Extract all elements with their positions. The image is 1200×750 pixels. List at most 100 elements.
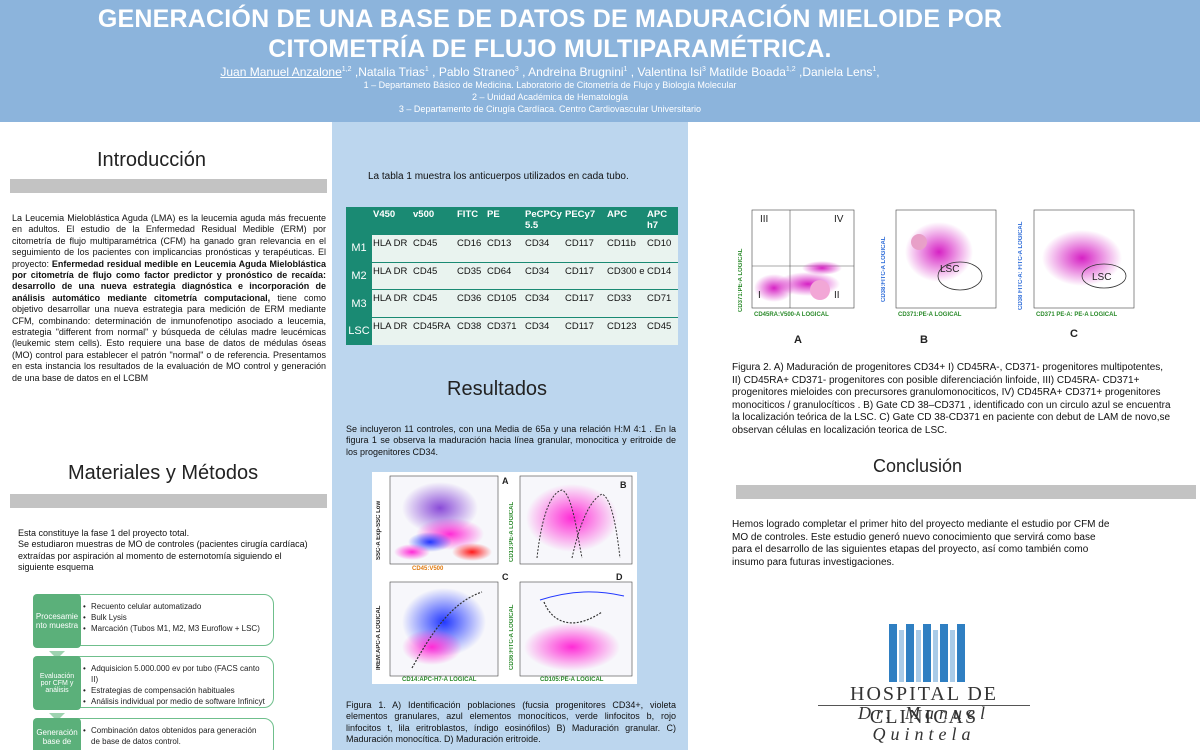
quadrant-label: II — [834, 290, 840, 301]
table-cell: CD45 — [412, 289, 456, 318]
table-row: M3 HLA DR CD45 CD36 CD105 CD34 CD117 CD3… — [346, 289, 678, 318]
author-affiliation-mark: 1 — [623, 66, 628, 73]
affiliation-2: 2 – Unidad Académica de Hematología — [471, 92, 629, 102]
logo-column-shape — [950, 630, 955, 682]
table-cell: CD34 — [524, 316, 564, 345]
fig2-panel-c-plot — [1033, 209, 1135, 309]
down-arrow-icon — [49, 713, 65, 721]
fig2-c-y-axis-label: CD38 FITC-A: FITC-A LOGICAL — [1018, 221, 1024, 310]
table-header-cell: APC — [607, 209, 628, 220]
table-cell: HLA DR — [372, 234, 412, 263]
table-cell: CD64 — [486, 261, 524, 290]
logo-column-shape — [889, 624, 897, 682]
fig1-panel-b-label: B — [620, 480, 627, 490]
table-row-label: M2 — [346, 261, 372, 290]
flow-step-1-label: Procesamie nto muestra — [33, 594, 81, 648]
table-cell: CD300 e — [606, 261, 646, 290]
affiliation-1: 1 – Departameto Básico de Medicina. Labo… — [363, 80, 737, 90]
logo-column-shape — [957, 624, 965, 682]
table-cell: CD11b — [606, 234, 646, 263]
author-name: , Andreina Brugnini — [522, 65, 624, 79]
author-affiliation-mark: 1,2 — [785, 66, 796, 73]
poster-title-line-1: GENERACIÓN DE UNA BASE DE DATOS DE MADUR… — [97, 5, 1003, 33]
table-cell: CD14 — [646, 261, 678, 290]
author-affiliation-mark: 1,2 — [341, 66, 352, 73]
project-title-bold: Enfermedad residual medible en Leucemia … — [12, 258, 326, 303]
fig1-panel-a-plot — [389, 475, 499, 565]
flow-step-3-label: Generación base de — [33, 718, 81, 750]
table-row-label: M3 — [346, 289, 372, 318]
tabla-caption: La tabla 1 muestra los anticuerpos utili… — [368, 171, 629, 182]
flow-step-1-box: Recuento celular automatizado Bulk Lysis… — [48, 594, 274, 646]
hospital-subtitle: Dr. Manuel Quintela — [858, 703, 990, 744]
fig1-a-y-axis-label: SSC-A Exp-SSC Low — [376, 500, 382, 560]
table-header-cell — [346, 207, 372, 235]
fig1-panel-a-label: A — [502, 476, 509, 486]
author-affiliation-mark: 1 — [872, 66, 877, 73]
flow-step-item: Recuento celular automatizado — [83, 601, 265, 612]
materiales-text: Esta constituye la fase 1 del proyecto t… — [18, 528, 308, 573]
lsc-label: LSC — [940, 264, 960, 275]
conclusion-text: Hemos logrado completar el primer hito d… — [732, 519, 1110, 568]
table-cell: CD35 — [456, 261, 486, 290]
fig1-d-x-axis-label: CD105:PE-A LOGICAL — [540, 677, 604, 683]
table-cell: CD45 — [412, 234, 456, 263]
table-cell: CD33 — [606, 289, 646, 318]
section-divider — [10, 179, 327, 193]
table-cell: CD117 — [564, 261, 606, 290]
introduccion-text-part: tiene como objetivo desarrollar una nuev… — [12, 292, 326, 383]
flow-step-item: Marcación (Tubos M1, M2, M3 Euroflow + L… — [83, 623, 265, 634]
flow-step-item: Bulk Lysis — [83, 612, 265, 623]
author-name: Matilde Boada — [709, 65, 786, 79]
hospital-logo-rule — [818, 705, 1030, 706]
table-header-cell: PeCPCy 5.5 — [525, 209, 562, 231]
author-name: ,Natalia Trias — [354, 65, 425, 79]
table-cell: CD45 — [412, 261, 456, 290]
table-cell: HLA DR — [372, 316, 412, 345]
lsc-label: LSC — [1092, 272, 1112, 283]
flow-step-3-box: Combinación datos obtenidos para generac… — [48, 718, 274, 750]
table-cell: CD34 — [524, 289, 564, 318]
fig2-panel-c-label: C — [1070, 328, 1078, 340]
flow-step-item: Estrategias de compensación habituales — [83, 685, 265, 696]
figure-2-graphic — [751, 209, 1135, 309]
fig1-panel-b-plot — [519, 475, 633, 565]
table-cell: HLA DR — [372, 289, 412, 318]
fig1-d-y-axis-label: CD36:FITC-A LOGICAL — [509, 604, 515, 670]
logo-column-shape — [923, 624, 931, 682]
table-cell: CD123 — [606, 316, 646, 345]
fig1-a-x-axis-label: CD45:V500 — [412, 566, 444, 572]
flow-step-item: Adquisicion 5.000.000 ev por tubo (FACS … — [83, 663, 265, 685]
fig2-panel-b-plot — [895, 209, 997, 309]
fig1-panel-c-label: C — [502, 572, 509, 582]
logo-column-shape — [906, 624, 914, 682]
figure-2-flow-plots: III IV I II LSC LSC CD371:PE-A LOGICAL C… — [734, 202, 1194, 322]
author-name: , Valentina Isi — [630, 65, 702, 79]
fig2-panel-b-label: B — [920, 334, 928, 346]
author-name: , — [876, 65, 880, 79]
author-affiliation-mark: 1 — [424, 66, 429, 73]
poster-title-line-2: CITOMETRÍA DE FLUJO MULTIPARAMÉTRICA. — [268, 35, 832, 63]
resultados-text: Se incluyeron 11 controles, con una Medi… — [346, 424, 676, 457]
resultados-heading: Resultados — [447, 378, 548, 400]
down-arrow-icon — [49, 651, 65, 659]
table-header-cell: V450 — [373, 209, 396, 220]
table-row: LSC HLA DR CD45RA CD38 CD371 CD34 CD117 … — [346, 316, 678, 345]
fig2-c-x-axis-label: CD371 PE-A: PE-A LOGICAL — [1036, 312, 1118, 318]
table-cell: CD13 — [486, 234, 524, 263]
quadrant-label: I — [758, 290, 761, 301]
figure-1-caption: Figura 1. A) Identificación poblaciones … — [346, 700, 676, 745]
table-cell: CD36 — [456, 289, 486, 318]
fig1-c-x-axis-label: CD14:APC-H7-A LOGICAL — [402, 677, 477, 683]
introduccion-heading: Introducción — [97, 149, 206, 171]
table-cell: CD45RA — [412, 316, 456, 345]
flow-step-2-box: Adquisicion 5.000.000 ev por tubo (FACS … — [48, 656, 274, 708]
flow-step-item: Análisis individual por medio de softwar… — [83, 696, 265, 707]
materiales-heading: Materiales y Métodos — [68, 462, 259, 484]
table-header-cell: FITC — [457, 209, 479, 220]
quadrant-label: III — [760, 214, 769, 225]
author-list: Juan Manuel Anzalone1,2 ,Natalia Trias1 … — [0, 65, 1100, 79]
poster-header: GENERACIÓN DE UNA BASE DE DATOS DE MADUR… — [0, 0, 1200, 122]
table-cell: CD371 — [486, 316, 524, 345]
table-cell: CD34 — [524, 261, 564, 290]
